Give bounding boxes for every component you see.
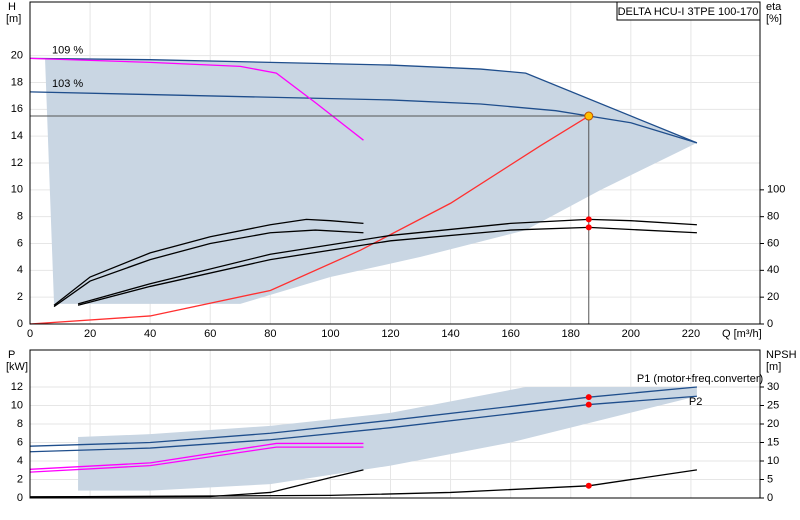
y2-axis-label: eta [766,1,782,13]
y-axis-label: H [8,1,16,13]
x-tick-label: 60 [204,328,216,340]
x-tick-label: 160 [501,328,519,340]
y2-tick-label: 30 [767,381,779,393]
y-tick-label: 4 [17,455,23,467]
curve [29,469,698,498]
operating-area [45,58,697,304]
operating-point [585,401,592,408]
operating-point [585,224,592,231]
y-tick-label: 8 [17,418,23,430]
y-axis-label: P [8,349,15,361]
y2-tick-label: 15 [767,436,779,448]
x-tick-label: 0 [27,328,33,340]
x-tick-label: 200 [622,328,640,340]
y-tick-label: 18 [11,76,23,88]
curve [29,115,590,325]
y-tick-label: 6 [17,436,23,448]
y2-tick-label: 100 [767,184,785,196]
y-tick-label: 0 [17,318,23,330]
y-tick-label: 2 [17,291,23,303]
plot-frame [29,349,761,499]
operating-area [78,387,697,491]
curve [29,57,698,144]
y-axis-unit: [m] [6,13,21,25]
curve [53,229,364,308]
operating-point [585,394,592,401]
y-tick-label: 12 [11,381,23,393]
curve [29,442,364,470]
y-tick-label: 4 [17,264,23,276]
y-tick-label: 8 [17,211,23,223]
curve [77,218,697,305]
title-box [616,1,761,21]
y2-tick-label: 25 [767,399,779,411]
x-tick-label: 120 [381,328,399,340]
x-tick-label: 180 [562,328,580,340]
y2-axis-unit: [m] [766,361,781,373]
curve [29,446,364,473]
x-tick-label: 140 [441,328,459,340]
y2-axis-unit: [%] [766,13,782,25]
x-tick-label: 220 [682,328,700,340]
chart-title: DELTA HCU-I 3TPE 100-170 [618,6,759,18]
curve-label: P1 (motor+freq.converter) [637,373,763,385]
curve-label: P2 [689,396,702,408]
y2-tick-label: 20 [767,291,779,303]
curve [29,91,698,144]
x-tick-label: 40 [144,328,156,340]
curve [53,218,364,306]
x-axis-label: Q [m³/h] [722,328,762,340]
y2-tick-label: 10 [767,455,779,467]
x-tick-label: 20 [84,328,96,340]
operating-point [585,482,592,489]
plot-frame [29,1,761,325]
y2-tick-label: 80 [767,211,779,223]
curve-label: 103 % [52,78,83,90]
x-tick-label: 100 [321,328,339,340]
y2-axis-label: NPSH [766,349,797,361]
y-tick-label: 12 [11,157,23,169]
y2-tick-label: 20 [767,418,779,430]
y-axis-unit: [kW] [6,361,28,373]
y2-tick-label: 0 [767,318,773,330]
y-tick-label: 0 [17,492,23,504]
operating-point [585,216,592,223]
y-tick-label: 14 [11,130,23,142]
y-tick-label: 10 [11,184,23,196]
curve [29,57,364,141]
operating-point [584,111,594,121]
y2-tick-label: 40 [767,264,779,276]
y-tick-label: 20 [11,50,23,62]
y-tick-label: 6 [17,237,23,249]
y2-tick-label: 0 [767,492,773,504]
y-tick-label: 16 [11,103,23,115]
y-tick-label: 2 [17,473,23,485]
x-tick-label: 80 [264,328,276,340]
y2-tick-label: 60 [767,237,779,249]
y-tick-label: 10 [11,399,23,411]
y2-tick-label: 5 [767,473,773,485]
curve-label: 109 % [52,44,83,56]
